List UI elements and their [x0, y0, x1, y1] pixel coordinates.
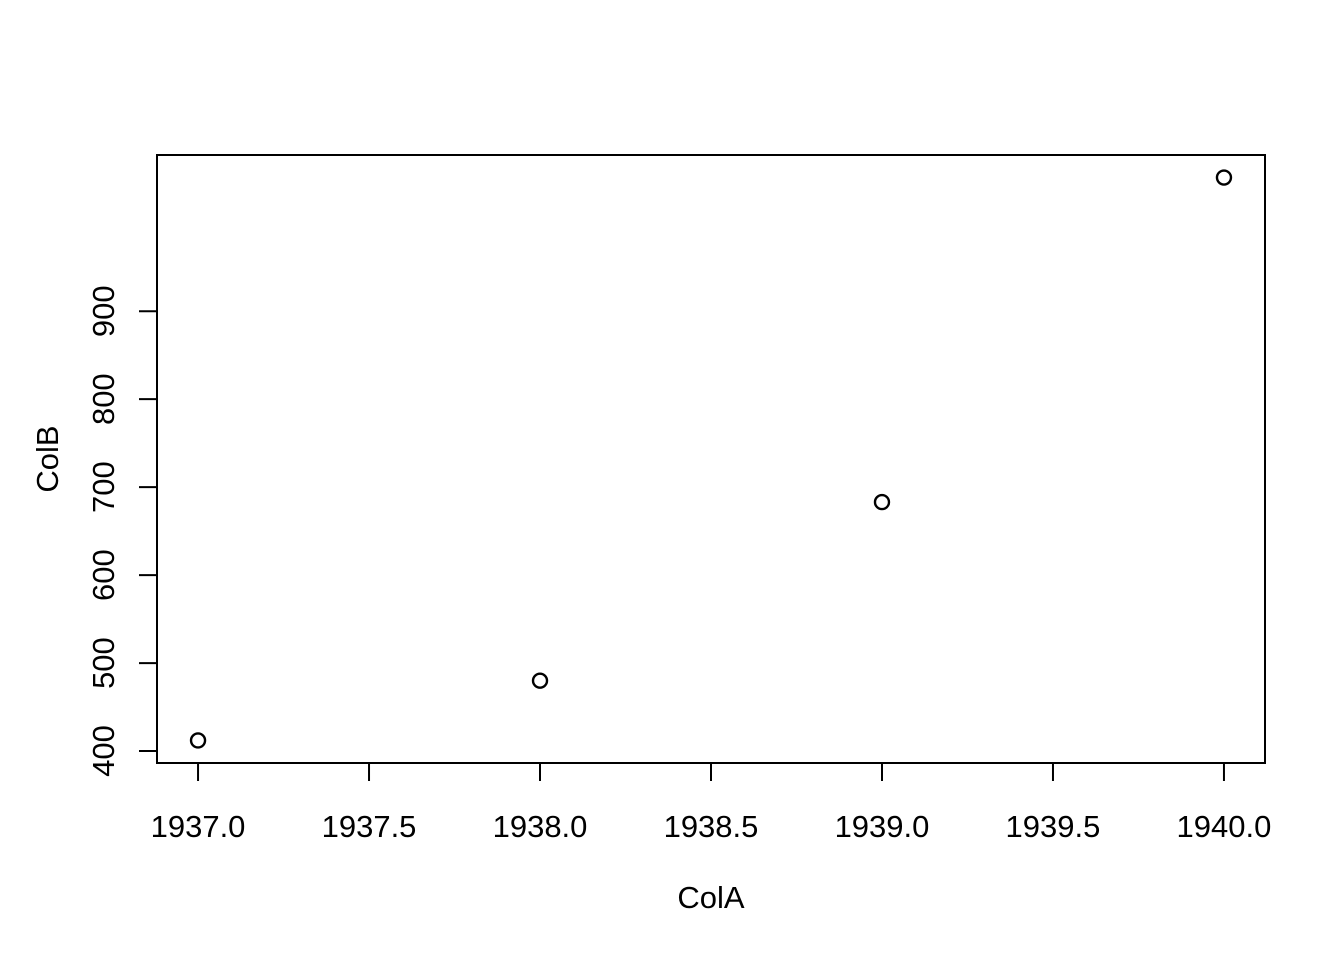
y-tick-labels: 400 500 600 700 800 900 — [86, 285, 121, 777]
data-point — [531, 672, 549, 689]
y-ticks — [139, 310, 157, 753]
y-axis-label: ColB — [30, 425, 65, 492]
x-tick-label: 1939.0 — [835, 809, 930, 844]
y-tick-label: 500 — [86, 637, 121, 689]
y-axis: 400 500 600 700 800 900 — [86, 285, 157, 777]
x-tick-labels: 1937.0 1937.5 1938.0 1938.5 1939.0 1939.5 1940… — [151, 809, 1272, 844]
y-tick-label: 900 — [86, 285, 121, 337]
data-point — [1215, 169, 1233, 186]
data-points — [189, 169, 1233, 749]
x-tick-label: 1940.0 — [1177, 809, 1272, 844]
y-tick-label: 700 — [86, 461, 121, 513]
x-tick-label: 1937.5 — [322, 809, 417, 844]
x-tick-label: 1939.5 — [1006, 809, 1101, 844]
x-ticks — [197, 763, 1225, 781]
x-axis-label: ColA — [677, 880, 745, 915]
data-point — [189, 732, 207, 749]
y-tick-label: 600 — [86, 549, 121, 601]
x-tick-label: 1938.0 — [493, 809, 588, 844]
plot-box — [156, 154, 1266, 764]
x-tick-label: 1938.5 — [664, 809, 759, 844]
x-axis: 1937.0 1937.5 1938.0 1938.5 1939.0 1939.5 1940… — [151, 763, 1272, 844]
x-tick-label: 1937.0 — [151, 809, 246, 844]
data-point — [873, 493, 891, 511]
y-tick-label: 800 — [86, 373, 121, 425]
y-tick-label: 400 — [86, 725, 121, 777]
